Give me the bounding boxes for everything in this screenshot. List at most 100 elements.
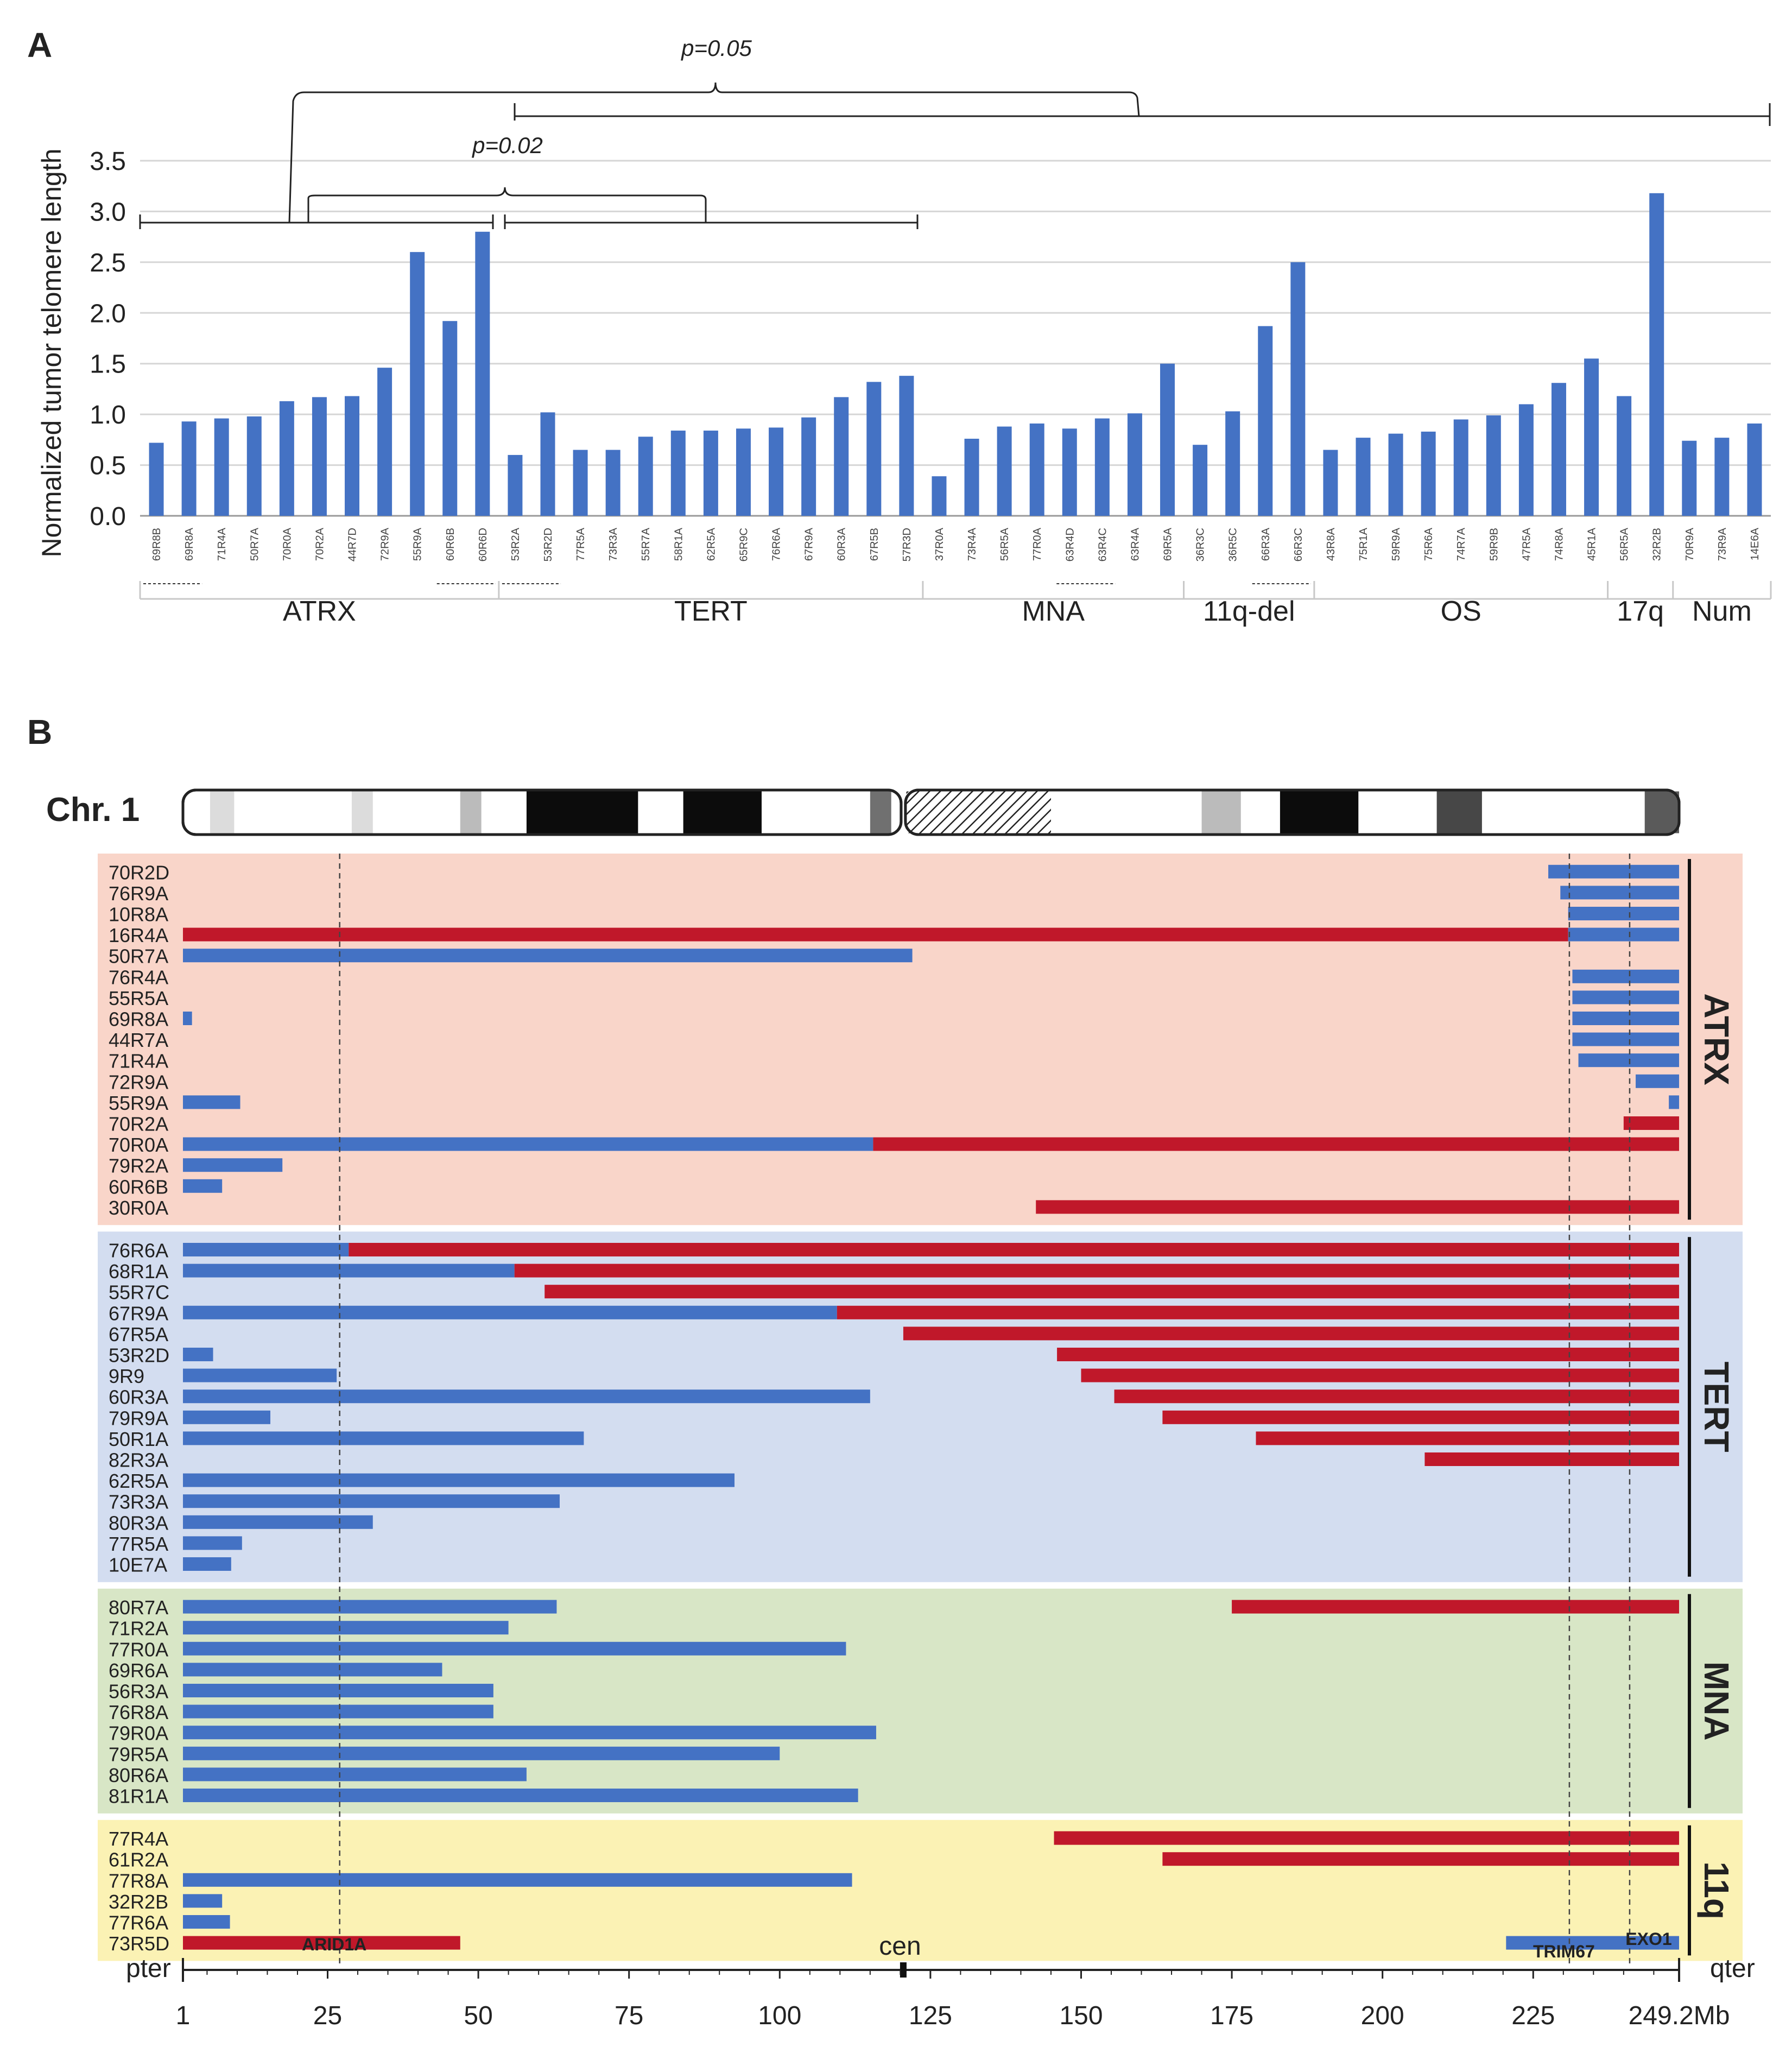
group-label: 11q: [1697, 1861, 1736, 1919]
sample-label: 63R4D: [1064, 528, 1076, 561]
sample-label: 53R2D: [542, 528, 554, 561]
sample-label: 71R4A: [109, 1050, 168, 1072]
bar: [1551, 383, 1566, 516]
sample-label: 81R1A: [109, 1785, 168, 1808]
cnv-segment: [183, 1243, 349, 1256]
bar: [508, 454, 523, 516]
sample-label: 53R2A: [510, 527, 522, 561]
sample-label: 50R1A: [109, 1428, 168, 1450]
x-tick-label: 1: [176, 2001, 191, 2030]
sample-label: 71R2A: [109, 1618, 168, 1640]
cnv-segment: [1057, 1348, 1679, 1361]
cnv-segment: [183, 1179, 223, 1193]
cnv-segment: [1114, 1389, 1679, 1404]
cnv-segment: [837, 1305, 1679, 1319]
q-arm-outline: [904, 788, 1681, 836]
x-tick-label: 75: [615, 2001, 643, 2030]
sample-label: 73R9A: [1717, 527, 1728, 561]
sample-label: 62R5A: [705, 527, 717, 561]
bar: [932, 476, 947, 516]
cnv-segment: [183, 1873, 852, 1887]
cnv-segment: [544, 1285, 1680, 1299]
cnv-segment: [183, 1473, 735, 1487]
bar: [1388, 433, 1403, 516]
cnv-segment: [1232, 1600, 1679, 1614]
bar: [149, 443, 164, 516]
cnv-segment: [1636, 1074, 1679, 1088]
cnv-segment: [183, 1095, 240, 1109]
p-value-annotation-002: p=0.02: [471, 132, 543, 158]
sample-label: 73R5D: [109, 1932, 169, 1955]
sample-label: 76R6A: [771, 527, 783, 561]
group-label: OS: [1441, 596, 1481, 627]
sample-label: 69R8A: [109, 1008, 168, 1031]
bracket-p005-left: [288, 82, 1140, 223]
x-tick-label: 225: [1511, 2001, 1555, 2030]
group-label: MNA: [1697, 1662, 1736, 1741]
bar: [1453, 419, 1468, 516]
cnv-segment: [1572, 990, 1679, 1005]
band: [460, 791, 482, 833]
sample-label: 67R9A: [803, 527, 815, 561]
sample-label: 73R3A: [109, 1491, 168, 1513]
sample-label: 10E7A: [109, 1554, 167, 1576]
cnv-segment: [183, 1915, 230, 1929]
group-label: ATRX: [283, 596, 356, 627]
cnv-segment: [183, 927, 1568, 942]
sample-label: 32R2B: [109, 1891, 168, 1913]
sample-label: 69R8A: [183, 527, 195, 561]
cnv-segment: [183, 949, 913, 963]
sample-label: 14E6A: [1749, 527, 1761, 560]
cnv-segment: [1036, 1200, 1679, 1214]
y-tick-label: 2.5: [90, 249, 126, 277]
cnv-segment: [873, 1137, 1679, 1151]
bar: [181, 421, 197, 516]
bar: [1714, 438, 1730, 516]
sample-label: 9R9: [109, 1365, 144, 1387]
sample-label: 45R1A: [1586, 527, 1598, 561]
sample-label: 55R7C: [109, 1281, 169, 1304]
bar: [1747, 423, 1762, 516]
band: [210, 791, 235, 833]
bar: [1518, 404, 1534, 516]
chromosome-ideogram: [181, 788, 1681, 836]
sample-label: 70R9A: [1684, 527, 1696, 561]
bar: [670, 431, 686, 516]
sample-label: 67R5A: [109, 1323, 168, 1345]
sample-label: 55R9A: [109, 1092, 168, 1114]
cnv-segment: [183, 1389, 870, 1404]
y-tick-label: 1.5: [90, 350, 126, 379]
gene-label: ARID1A: [302, 1935, 366, 1954]
cnv-segment: [183, 1936, 460, 1950]
bar: [540, 412, 555, 516]
cnv-segment: [1568, 907, 1679, 920]
sample-label: 55R5A: [109, 987, 168, 1009]
cnv-segment: [183, 1621, 509, 1635]
cnv-segment: [183, 1137, 873, 1151]
bar: [1258, 326, 1273, 516]
bar: [1617, 396, 1632, 516]
cnv-segment: [1424, 1452, 1679, 1466]
sample-label: 71R4A: [216, 527, 228, 561]
sample-label: 56R5A: [1619, 527, 1631, 561]
sample-label: 56R3A: [109, 1681, 168, 1703]
sample-label: 57R3D: [901, 528, 913, 561]
sample-label: 77R8A: [109, 1869, 168, 1892]
cnv-segment: [1623, 1116, 1679, 1130]
sample-label: 77R5A: [575, 527, 587, 561]
cnv-segment: [1162, 1410, 1679, 1424]
sample-label: 53R2D: [109, 1344, 169, 1367]
bracket-p002: [307, 187, 707, 223]
sample-label: 80R6A: [109, 1764, 168, 1786]
bracket-tert-range: [504, 214, 919, 229]
cnv-segment: [1572, 1032, 1679, 1046]
sample-label: 67R9A: [109, 1302, 168, 1324]
cnv-segment: [1081, 1368, 1679, 1382]
sample-label: 70R2A: [109, 1113, 168, 1135]
sample-label: 62R5A: [109, 1470, 168, 1492]
sample-label: 79R2A: [109, 1155, 168, 1177]
y-axis-label: Normalized tumor telomere length: [36, 148, 67, 557]
cnv-segment: [183, 1641, 846, 1656]
bars: [149, 193, 1762, 516]
cnv-segment: [1572, 969, 1679, 983]
